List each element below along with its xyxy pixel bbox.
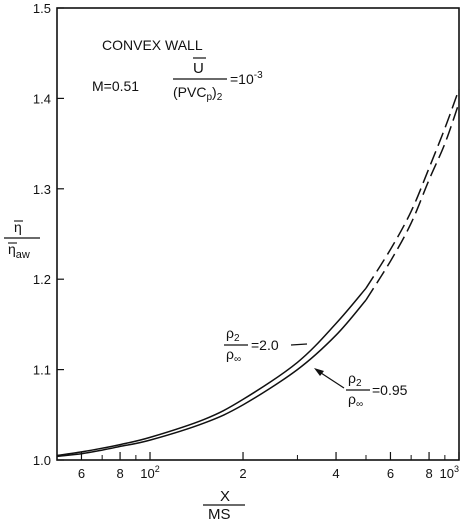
- y-axis-label: η ηaw: [4, 219, 40, 261]
- y-axis-label-num: η: [14, 219, 22, 235]
- curve-label-rho-0-95: ρ2 ρ∞ =0.95: [314, 368, 408, 410]
- curve-label-1-num: ρ2: [226, 325, 240, 344]
- y-tick-label: 1.4: [33, 91, 51, 106]
- u-denominator: (PVCp)2: [173, 84, 223, 103]
- params-annotation: M=0.51 U (PVCp)2 =10-3: [92, 57, 263, 103]
- y-tick-label: 1.1: [33, 363, 51, 378]
- x-axis-label-den: MS: [208, 506, 231, 520]
- curve-label-1-value: =2.0: [251, 337, 279, 353]
- mach-label: M=0.51: [92, 78, 139, 94]
- u-equals: =10-3: [230, 70, 263, 87]
- series-1-dashed-line: [365, 102, 460, 301]
- x-tick-label: 6: [78, 466, 85, 481]
- series-0-dashed-line: [365, 89, 460, 289]
- curves-layer: [56, 89, 460, 458]
- series-0-solid-line: [56, 287, 367, 457]
- x-axis-label-num: X: [220, 488, 230, 505]
- wall-label: CONVEX WALL: [102, 37, 203, 53]
- wall-annotation: CONVEX WALL: [102, 37, 203, 53]
- x-tick-label: 102: [140, 464, 159, 481]
- curve-label-1-den: ρ∞: [226, 346, 241, 365]
- curve-label-2-num: ρ2: [348, 370, 362, 389]
- x-axis-label: X MS: [203, 488, 245, 520]
- series-1-solid-line: [56, 299, 367, 458]
- y-tick-label: 1.2: [33, 272, 51, 287]
- curve-label-rho-2-0: ρ2 ρ∞ =2.0: [224, 325, 308, 365]
- plot-frame: [56, 7, 460, 461]
- x-tick-label: 4: [332, 466, 339, 481]
- x-tick-label: 6: [387, 466, 394, 481]
- x-tick-label: 8: [425, 466, 432, 481]
- curve-label-2-value: =0.95: [372, 382, 408, 398]
- y-tick-label: 1.5: [33, 1, 51, 16]
- curve-label-2-den: ρ∞: [348, 391, 363, 410]
- curve-label-2-pointer: [317, 370, 345, 389]
- x-tick-label: 8: [116, 466, 123, 481]
- x-tick-label: 2: [239, 466, 246, 481]
- y-tick-label: 1.3: [33, 182, 51, 197]
- curve-label-2-arrowhead: [314, 368, 324, 376]
- u-numerator: U: [193, 60, 204, 77]
- curve-label-1-pointer: [290, 343, 308, 346]
- x-tick-label: 103: [440, 464, 459, 481]
- y-axis-label-den: ηaw: [8, 241, 30, 261]
- y-tick-label: 1.0: [33, 453, 51, 468]
